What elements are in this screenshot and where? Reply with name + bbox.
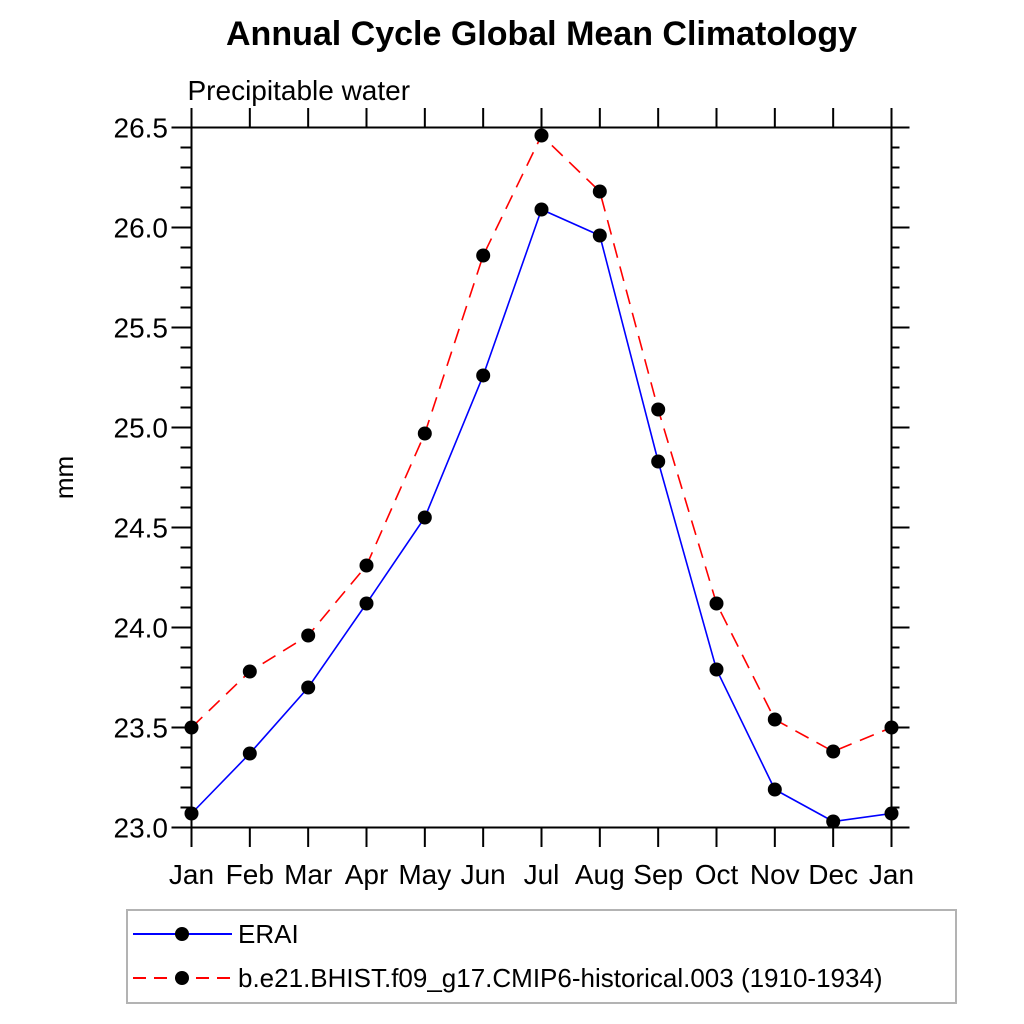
data-point-marker [301,680,316,695]
data-point-marker [359,558,374,573]
x-tick-label: Apr [345,859,389,890]
data-point-marker [592,228,607,243]
data-point-marker [826,814,841,829]
y-tick-label: 24.0 [114,613,169,644]
data-point-marker [767,782,782,797]
data-point-marker [709,596,724,611]
x-tick-label: Feb [226,859,274,890]
data-point-marker [184,806,199,821]
data-point-marker [651,454,666,469]
y-tick-label: 23.5 [114,713,169,744]
data-point-marker [476,368,491,383]
data-point-marker [301,628,316,643]
x-tick-label: Nov [750,859,800,890]
data-point-marker [417,426,432,441]
data-point-marker [359,596,374,611]
x-tick-label: Jan [169,859,214,890]
x-tick-label: Mar [284,859,332,890]
legend-entry-erai: ERAI [133,919,299,949]
data-point-marker [476,248,491,263]
erai-legend-label: ERAI [238,919,299,949]
x-tick-label: Jun [461,859,506,890]
legend-marker [175,927,189,941]
data-point-marker [242,746,257,761]
x-tick-label: Jul [524,859,560,890]
legend-box [126,909,957,1004]
data-point-marker [709,662,724,677]
legend-entry-model: b.e21.BHIST.f09_g17.CMIP6-historical.003… [133,963,883,993]
data-point-marker [417,510,432,525]
data-point-marker [184,720,199,735]
x-tick-label: May [398,859,451,890]
data-point-marker [884,806,899,821]
x-tick-label: Sep [633,859,683,890]
data-point-marker [242,664,257,679]
y-tick-label: 26.5 [114,113,169,144]
plot-frame [190,126,893,829]
data-point-marker [767,712,782,727]
x-tick-label: Aug [575,859,625,890]
data-point-marker [534,128,549,143]
data-point-marker [884,720,899,735]
x-tick-label: Jan [869,859,914,890]
data-point-marker [592,184,607,199]
data-point-marker [651,402,666,417]
y-tick-label: 25.5 [114,313,169,344]
legend-marker [175,971,189,985]
data-point-marker [826,744,841,759]
erai-markers [184,202,899,829]
model-markers [184,128,899,759]
x-tick-label: Dec [808,859,858,890]
data-point-marker [534,202,549,217]
chart-title: Annual Cycle Global Mean Climatology [226,15,857,53]
x-tick-label: Oct [695,859,739,890]
model-legend-label: b.e21.BHIST.f09_g17.CMIP6-historical.003… [238,963,883,993]
y-tick-label: 23.0 [114,813,169,844]
chart-subtitle: Precipitable water [188,75,411,106]
y-tick-label: 26.0 [114,213,169,244]
y-tick-label: 25.0 [114,413,169,444]
y-axis-label: mm [49,456,79,499]
y-tick-label: 24.5 [114,513,169,544]
